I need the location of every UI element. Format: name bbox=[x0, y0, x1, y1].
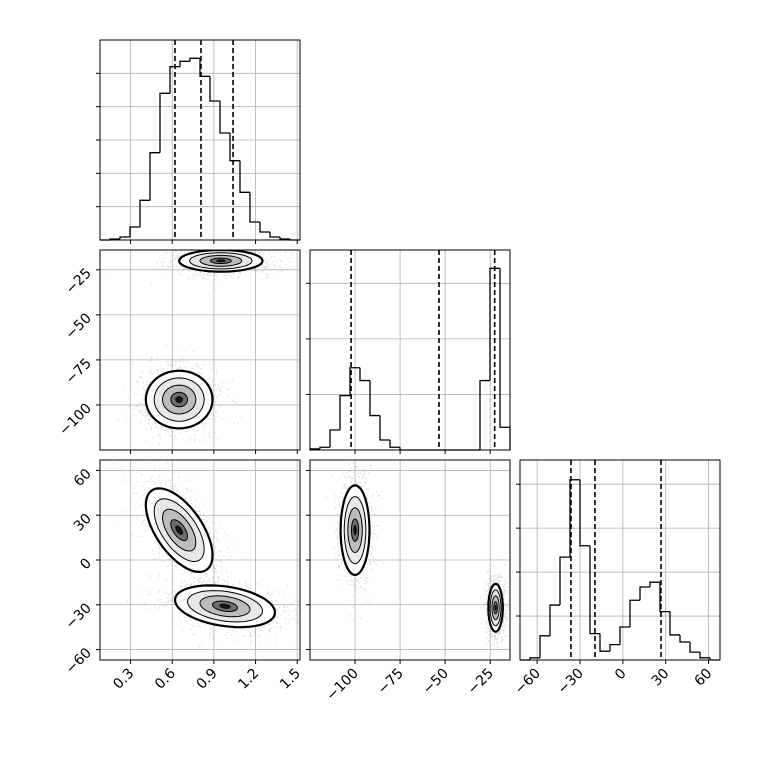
histogram-bar bbox=[679, 634, 690, 643]
x-tick-label: −75 bbox=[375, 666, 407, 698]
contour bbox=[494, 604, 497, 611]
contour bbox=[216, 259, 226, 263]
x-tick-label: 1.5 bbox=[277, 666, 304, 693]
contour bbox=[353, 524, 357, 536]
histogram-bar bbox=[249, 192, 260, 223]
contour bbox=[219, 603, 231, 609]
x-tick-label: 1.2 bbox=[235, 666, 262, 693]
histogram-bar bbox=[319, 446, 330, 449]
histogram-bar bbox=[499, 268, 511, 450]
y-tick-label: −100 bbox=[56, 400, 95, 439]
histogram-bar bbox=[229, 133, 240, 162]
histogram-bar bbox=[619, 626, 630, 645]
panel-frame bbox=[99, 459, 301, 661]
x-tick-label: 0.3 bbox=[110, 666, 137, 693]
panel-frame bbox=[99, 39, 301, 241]
histogram-bar bbox=[139, 199, 150, 227]
histogram-bar bbox=[279, 237, 290, 240]
histogram-bar bbox=[669, 611, 680, 636]
histogram-bar bbox=[379, 415, 390, 441]
histogram-bar bbox=[559, 556, 570, 606]
histogram-bar bbox=[179, 60, 190, 67]
x-tick-label: −60 bbox=[512, 666, 544, 698]
y-tick-label: −25 bbox=[63, 265, 95, 297]
x-tick-label: 60 bbox=[691, 666, 715, 690]
panel-frame bbox=[519, 459, 721, 661]
histogram-bar bbox=[329, 429, 340, 448]
y-tick-label: −75 bbox=[63, 355, 95, 387]
histogram-bar bbox=[239, 160, 250, 193]
histogram-bar bbox=[489, 267, 500, 381]
y-tick-label: −60 bbox=[63, 645, 95, 677]
y-tick-label: −30 bbox=[63, 600, 95, 632]
x-tick-label: 0.9 bbox=[194, 666, 221, 693]
histogram-bar bbox=[479, 379, 490, 450]
panel-frame bbox=[309, 249, 511, 451]
histogram-bar bbox=[209, 76, 220, 102]
histogram-bar bbox=[609, 643, 620, 652]
contour bbox=[175, 525, 184, 535]
histogram-bar bbox=[699, 652, 710, 659]
x-tick-label: 0.6 bbox=[152, 665, 179, 692]
histogram-bar bbox=[579, 479, 590, 547]
histogram-bar bbox=[159, 92, 170, 153]
histogram-bar bbox=[689, 641, 700, 653]
y-tick-label: 60 bbox=[71, 466, 95, 490]
histogram-bar bbox=[629, 599, 640, 628]
histogram-bar bbox=[549, 604, 560, 636]
histogram-bar bbox=[199, 58, 210, 77]
histogram-bar bbox=[269, 232, 280, 238]
histogram-bar bbox=[259, 222, 270, 233]
histogram-bar bbox=[149, 152, 160, 201]
histogram-bar bbox=[339, 394, 350, 430]
histogram-bar bbox=[599, 633, 610, 652]
x-tick-label: −30 bbox=[555, 666, 587, 698]
histogram-bar bbox=[589, 545, 600, 635]
contour bbox=[175, 396, 184, 403]
histogram-bar bbox=[119, 236, 130, 239]
histogram-bar bbox=[649, 581, 660, 588]
histogram-bar bbox=[569, 479, 580, 558]
histogram-bar bbox=[129, 226, 140, 237]
histogram-bar bbox=[189, 57, 200, 62]
histogram-bar bbox=[349, 367, 360, 396]
panel-frame bbox=[99, 249, 301, 451]
histogram-bar bbox=[169, 66, 180, 94]
sample-cloud bbox=[126, 568, 300, 648]
histogram-bar bbox=[529, 657, 540, 660]
x-tick-label: 30 bbox=[649, 666, 673, 690]
x-tick-label: −25 bbox=[465, 666, 497, 698]
panel-frame bbox=[309, 459, 511, 661]
y-tick-label: 0 bbox=[77, 556, 95, 574]
histogram-bar bbox=[359, 367, 370, 382]
histogram-bar bbox=[219, 101, 230, 134]
histogram-bar bbox=[369, 380, 380, 417]
y-tick-label: 30 bbox=[71, 511, 95, 535]
histogram-bar bbox=[539, 635, 550, 658]
histogram-bar bbox=[659, 582, 670, 613]
x-tick-label: 0 bbox=[612, 666, 630, 684]
histogram-bar bbox=[639, 586, 650, 601]
x-tick-label: −50 bbox=[420, 666, 452, 698]
x-tick-label: −100 bbox=[323, 666, 362, 705]
histogram-bar bbox=[389, 440, 400, 448]
y-tick-label: −50 bbox=[63, 310, 95, 342]
